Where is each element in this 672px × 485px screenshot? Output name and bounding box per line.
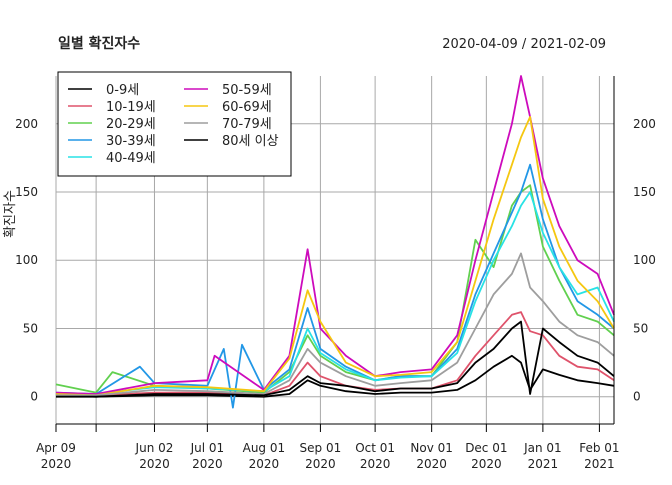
series-line	[56, 311, 615, 397]
x-tick-label: Jun 02	[135, 441, 174, 455]
chart-title: 일별 확진자수	[58, 35, 140, 52]
x-tick-label: Jan 01	[523, 441, 562, 455]
legend: 0-9세 10-19세 20-29세 30-39세 40-49세 50-59세 60-69세…	[57, 71, 292, 177]
x-tick-label: Jul 01	[190, 441, 225, 455]
legend-label: 80세 이상	[222, 134, 279, 149]
series-lines	[55, 75, 615, 409]
legend-box	[57, 71, 292, 177]
x-tick-year-label: 2020	[360, 457, 391, 471]
legend-label: 30-39세	[106, 134, 156, 149]
x-tick-year-label: 2020	[416, 457, 447, 471]
series-line	[56, 191, 615, 395]
y-tick-label-left: 100	[15, 253, 38, 267]
legend-label: 20-29세	[106, 117, 156, 132]
x-tick-year-label: 2021	[528, 457, 559, 471]
x-tick-year-label: 2020	[471, 457, 502, 471]
series-line	[56, 252, 615, 397]
x-tick-year-label: 2020	[139, 457, 170, 471]
x-tick-label: Oct 01	[355, 441, 395, 455]
y-tick-label-right: 0	[633, 390, 641, 404]
x-tick-label: Sep 01	[300, 441, 342, 455]
y-tick-label-left: 200	[15, 117, 38, 131]
legend-label: 60-69세	[222, 100, 272, 115]
legend-label: 40-49세	[106, 151, 156, 166]
series-line	[55, 75, 615, 395]
x-tick-year-label: 2020	[192, 457, 223, 471]
y-tick-label-left: 50	[23, 321, 38, 335]
x-tick-year-label: 2020	[41, 457, 72, 471]
series-line	[55, 116, 615, 397]
x-tick-year-label: 2020	[249, 457, 280, 471]
axes: 0 0 50 50 100 100 150 150 200 200 Apr 09 2020 Jun 02…	[15, 76, 656, 471]
y-tick-label-right: 150	[633, 185, 656, 199]
x-tick-year-label: 2021	[584, 457, 615, 471]
x-tick-label: Nov 01	[410, 441, 453, 455]
series-line	[56, 320, 615, 398]
y-tick-label-right: 200	[633, 117, 656, 131]
legend-label: 70-79세	[222, 117, 272, 132]
legend-label: 10-19세	[106, 100, 156, 115]
x-tick-label: Feb 01	[579, 441, 619, 455]
y-tick-label-left: 150	[15, 185, 38, 199]
x-tick-label: Apr 09	[36, 441, 76, 455]
x-tick-year-label: 2020	[305, 457, 336, 471]
chart-subtitle: 2020-04-09 / 2021-02-09	[442, 37, 606, 52]
legend-label: 0-9세	[106, 83, 139, 98]
series-line	[55, 354, 615, 398]
legend-label: 50-59세	[222, 83, 272, 98]
y-tick-label-right: 100	[633, 253, 656, 267]
x-tick-label: Dec 01	[465, 441, 507, 455]
y-tick-label-left: 0	[30, 390, 38, 404]
x-tick-label: Aug 01	[243, 441, 286, 455]
y-tick-label-right: 50	[633, 321, 648, 335]
y-axis-label: 확진자수	[3, 190, 18, 238]
